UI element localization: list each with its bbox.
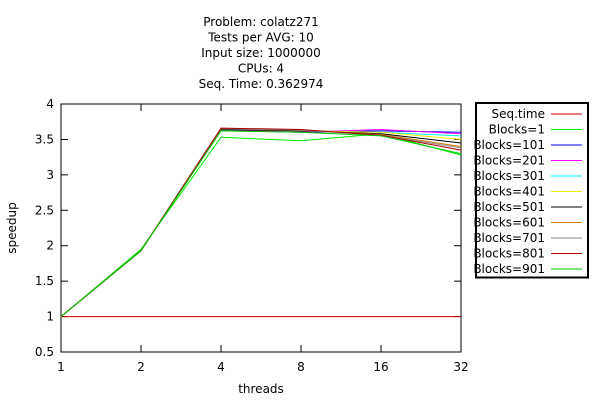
- legend-label: Blocks=201: [473, 154, 545, 168]
- series-line: [60, 130, 462, 317]
- axis-ticks: 0.511.522.533.541 2 4 8 16 32: [35, 97, 469, 374]
- y-axis-label: speedup: [5, 202, 19, 253]
- y-tick-label: 2: [46, 239, 54, 253]
- series-line: [60, 128, 462, 317]
- x-tick-label: 2: [137, 360, 145, 374]
- legend-label: Blocks=301: [473, 169, 545, 183]
- x-axis-label: threads: [238, 382, 284, 396]
- title-line: Problem: colatz271: [203, 15, 318, 29]
- legend-label: Seq.time: [491, 107, 545, 121]
- x-tick-label: 8: [297, 360, 305, 374]
- x-tick-label: 32: [453, 360, 468, 374]
- y-tick-label: 0.5: [35, 345, 54, 359]
- y-tick-label: 1: [46, 310, 54, 324]
- legend-label: Blocks=501: [473, 200, 545, 214]
- title-line: Seq. Time: 0.362974: [199, 77, 324, 91]
- title-line: Tests per AVG: 10: [207, 31, 314, 45]
- chart-title: Problem: colatz271 Tests per AVG: 10Input…: [199, 15, 324, 91]
- legend-box: [475, 102, 589, 279]
- series-line: [60, 128, 462, 317]
- x-tick-label: 1: [57, 360, 65, 374]
- legend-label: Blocks=701: [473, 231, 545, 245]
- series-line: [60, 127, 462, 317]
- series-line: [60, 128, 462, 317]
- y-tick-label: 3: [46, 168, 54, 182]
- series-line: [60, 128, 462, 317]
- y-tick-label: 1.5: [35, 274, 54, 288]
- y-tick-label: 2.5: [35, 203, 54, 217]
- x-tick-label: 4: [217, 360, 225, 374]
- series-line: [60, 128, 462, 317]
- legend-label: Blocks=401: [473, 185, 545, 199]
- plot-area-frame: [60, 103, 462, 353]
- legend-label: Blocks=1: [489, 123, 545, 137]
- series-line: [60, 129, 462, 317]
- y-tick-label: 4: [46, 97, 54, 111]
- title-line: CPUs: 4: [238, 62, 284, 76]
- legend-label: Blocks=901: [473, 262, 545, 276]
- legend-label: Blocks=101: [473, 138, 545, 152]
- legend-label: Blocks=601: [473, 216, 545, 230]
- series-line: [60, 128, 462, 317]
- legend: Seq.timeBlocks=1Blocks=101Blocks=201Bloc…: [473, 102, 589, 279]
- y-tick-label: 3.5: [35, 132, 54, 146]
- title-line: Input size: 1000000: [201, 46, 320, 60]
- series-line: [60, 133, 462, 317]
- series-lines: [60, 127, 462, 318]
- x-tick-label: 16: [373, 360, 388, 374]
- legend-label: Blocks=801: [473, 247, 545, 261]
